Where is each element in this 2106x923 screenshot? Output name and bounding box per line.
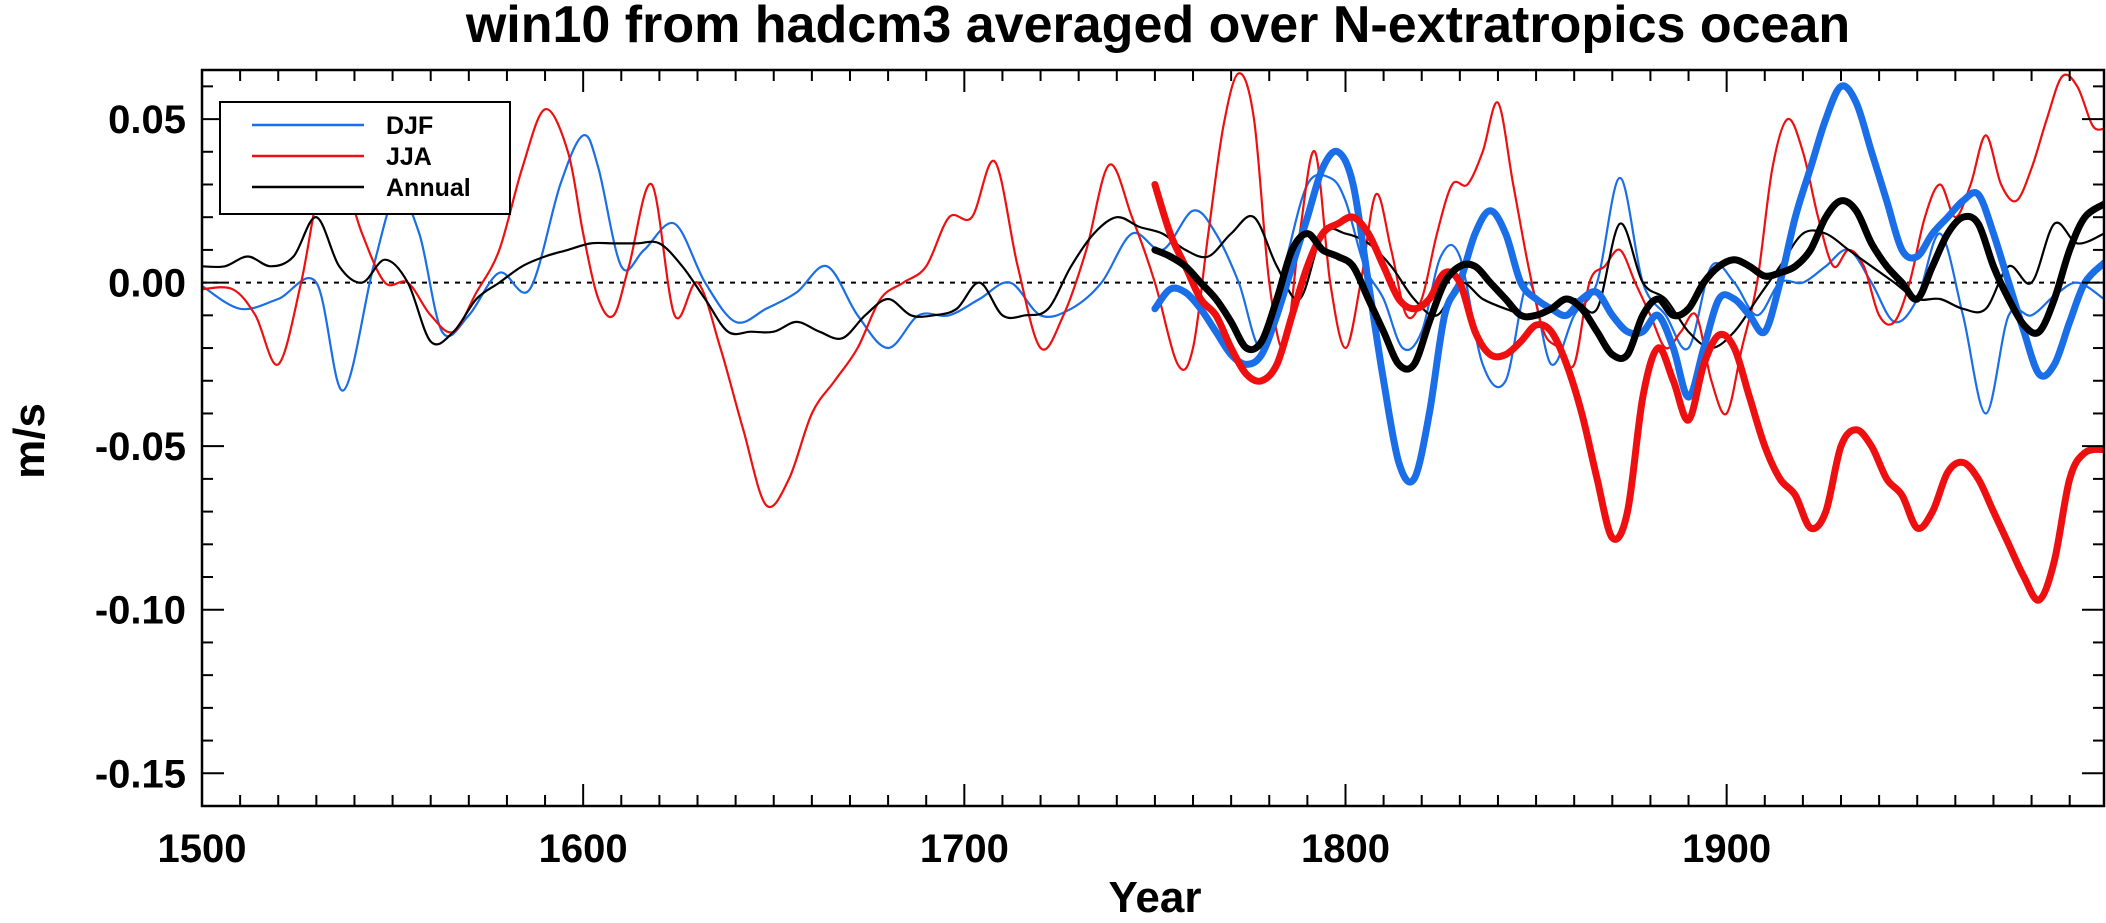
x-axis-label: Year: [1109, 873, 1202, 922]
series-line-djf-thick: [1151, 82, 2104, 486]
y-axis-label: m/s: [5, 403, 54, 479]
y-tick-label: -0.10: [95, 589, 186, 633]
series-line-jja-thick: [1151, 181, 2104, 604]
y-tick-label: -0.05: [95, 425, 186, 469]
x-tick-label: 1600: [539, 827, 628, 871]
x-tick-label: 1700: [920, 827, 1009, 871]
legend-label-annual: Annual: [386, 174, 471, 202]
tick-labels: 1500 1600 1700 1800 1900 0.05 0.00 -0.05 -0.10 -0…: [95, 98, 1771, 871]
x-tick-label: 1900: [1682, 827, 1771, 871]
plot-frame: [200, 68, 2106, 808]
chart-title: win10 from hadcm3 averaged over N-extrat…: [465, 0, 1850, 54]
y-tick-label: 0.05: [108, 98, 186, 142]
y-tick-label: 0.00: [108, 262, 186, 306]
series-line-annual-thick: [1151, 197, 2104, 373]
legend: DJF JJA Annual: [219, 101, 511, 215]
axis-ticks: [201, 70, 2104, 807]
legend-label-djf: DJF: [386, 112, 433, 140]
x-tick-label: 1800: [1301, 827, 1390, 871]
legend-box: [219, 101, 511, 215]
x-tick-label: 1500: [158, 827, 247, 871]
y-tick-label: -0.15: [95, 752, 186, 796]
legend-label-jja: JJA: [386, 143, 432, 171]
plot-area: [202, 72, 2104, 604]
